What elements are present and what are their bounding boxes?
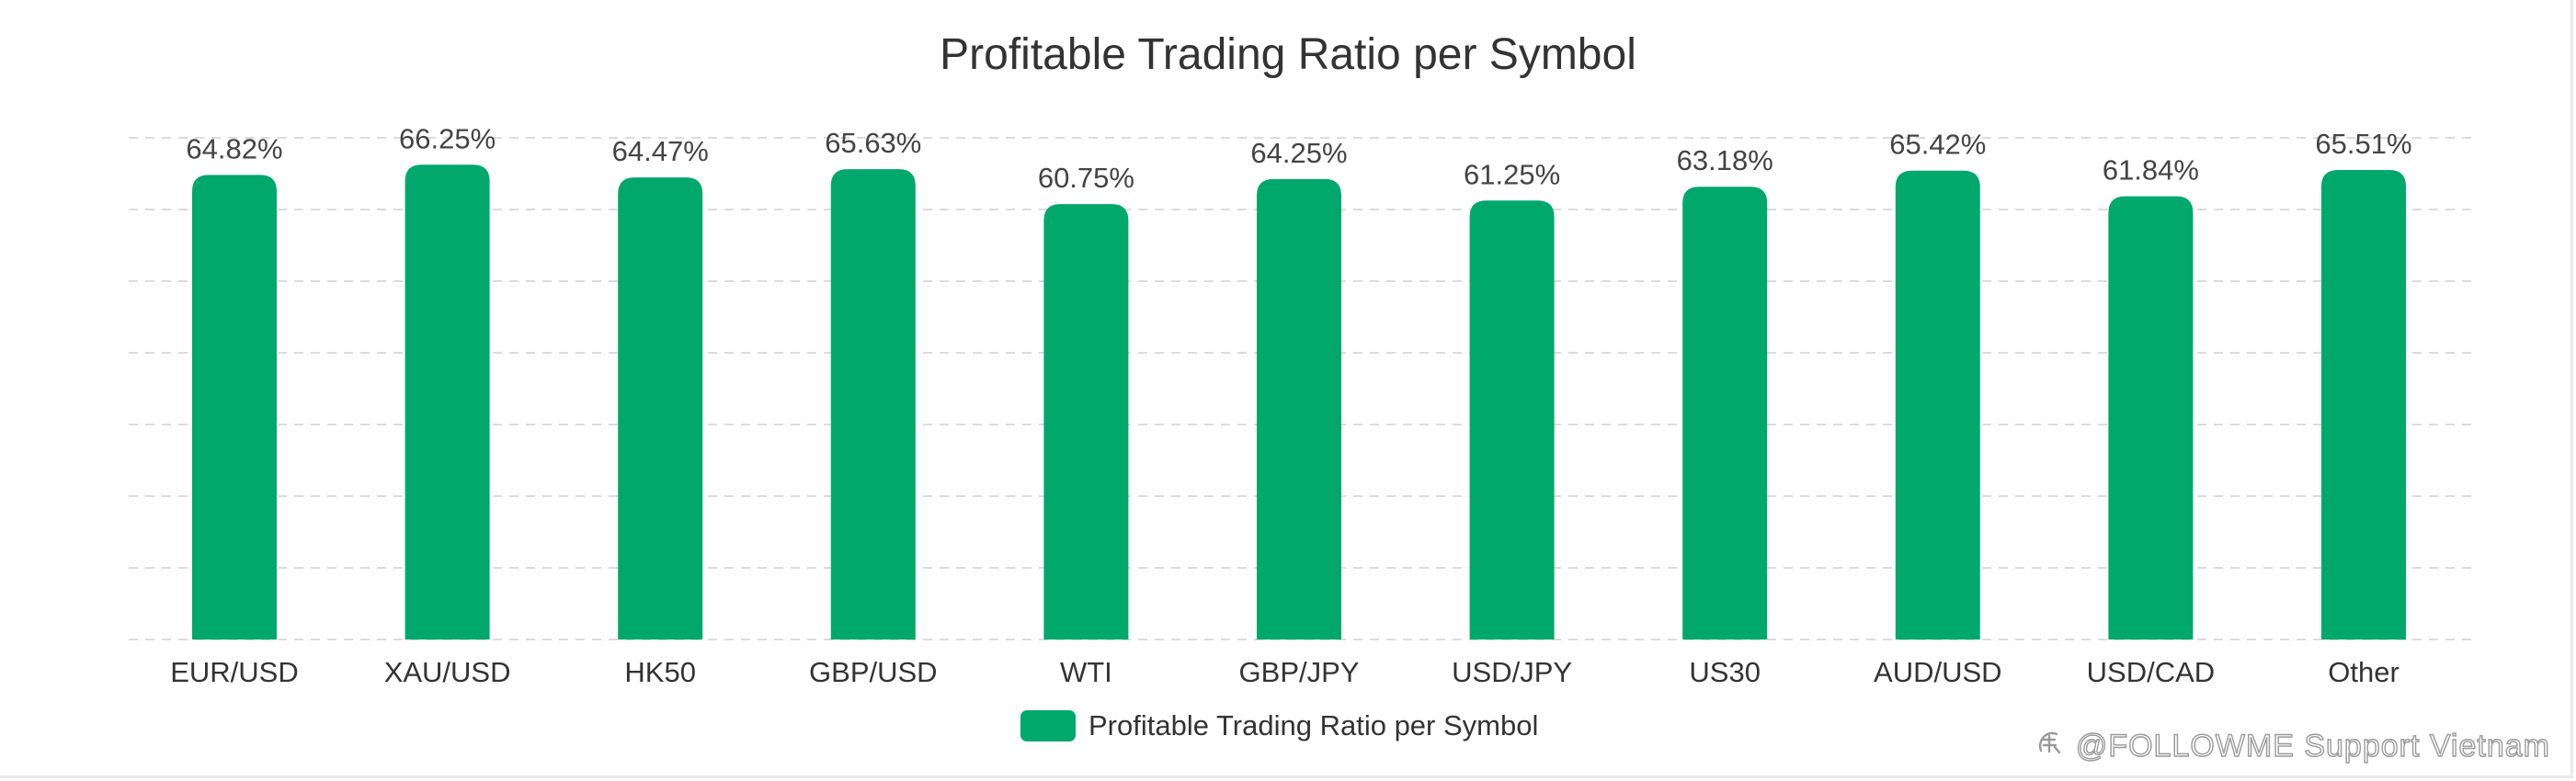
data-label: 61.84% [2103, 154, 2199, 187]
legend-swatch[interactable] [1020, 710, 1076, 741]
bar-us30[interactable] [1682, 187, 1768, 640]
bar-usd-cad[interactable] [2108, 196, 2194, 640]
data-label: 65.42% [1889, 129, 1986, 161]
data-label: 61.25% [1464, 158, 1560, 190]
zhihu-logo-icon [2035, 729, 2063, 764]
bar-gbp-jpy[interactable] [1257, 178, 1341, 640]
x-tick-label: USD/JPY [1452, 656, 1572, 688]
x-tick-label: XAU/USD [384, 656, 511, 688]
bars [192, 164, 2406, 640]
data-label: 60.75% [1038, 162, 1134, 194]
data-label: 64.25% [1250, 137, 1347, 169]
x-tick-label: US30 [1689, 656, 1761, 688]
data-label: 63.18% [1677, 144, 1773, 176]
data-label: 65.63% [825, 127, 921, 159]
bar-hk50[interactable] [618, 177, 703, 640]
x-tick-label: USD/CAD [2087, 656, 2216, 688]
bar-xau-usd[interactable] [405, 164, 490, 640]
x-axis-ticks: EUR/USD XAU/USD HK50 GBP/USD WTI GBP/JPY USD/J… [170, 656, 2399, 688]
x-tick-label: GBP/JPY [1239, 656, 1360, 688]
bar-gbp-usd[interactable] [830, 169, 916, 640]
watermark: @FOLLOWME Support Vietnam [2035, 728, 2550, 764]
bar-aud-usd[interactable] [1895, 170, 1980, 640]
x-tick-label: HK50 [624, 656, 696, 688]
data-label: 66.25% [399, 122, 496, 154]
bar-wti[interactable] [1043, 204, 1129, 640]
data-label: 64.82% [186, 132, 282, 164]
data-labels: 64.82% 66.25% 64.47% 65.63% 60.75% 64.25% 61.2… [186, 122, 2411, 194]
chart-title: Profitable Trading Ratio per Symbol [940, 30, 1636, 79]
data-label: 64.47% [612, 135, 709, 167]
legend[interactable]: Profitable Trading Ratio per Symbol [1020, 709, 1538, 741]
x-tick-label: AUD/USD [1874, 656, 2002, 688]
x-tick-label: WTI [1060, 656, 1112, 688]
grid-lines [129, 137, 2473, 640]
watermark-text: @FOLLOWME Support Vietnam [2075, 728, 2550, 764]
x-tick-label: EUR/USD [170, 656, 299, 688]
x-tick-label: Other [2328, 656, 2399, 688]
data-label: 65.51% [2315, 128, 2411, 160]
x-tick-label: GBP/USD [809, 656, 938, 688]
bar-usd-jpy[interactable] [1469, 200, 1555, 640]
legend-label[interactable]: Profitable Trading Ratio per Symbol [1089, 709, 1538, 741]
bar-other[interactable] [2321, 170, 2406, 640]
bar-eur-usd[interactable] [192, 175, 277, 640]
